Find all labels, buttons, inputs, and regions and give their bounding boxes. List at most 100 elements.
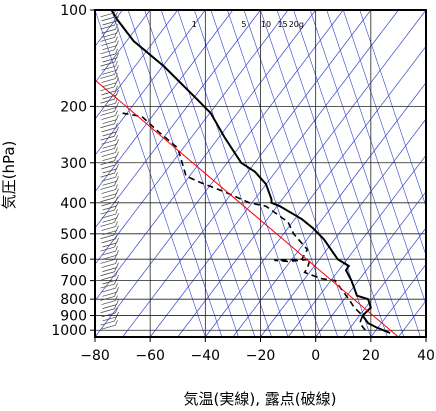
wind-barb bbox=[101, 28, 116, 34]
wind-barb-flag bbox=[116, 213, 119, 219]
isotherm-line bbox=[287, 154, 426, 337]
wind-barb bbox=[102, 230, 117, 235]
isotherm-line bbox=[95, 10, 206, 156]
mixing-ratio-line bbox=[111, 10, 223, 337]
wind-barb bbox=[102, 82, 117, 88]
wind-barb bbox=[100, 234, 115, 240]
wind-barb bbox=[100, 123, 115, 129]
wind-barb-flag bbox=[115, 24, 118, 30]
wind-barb-flag bbox=[114, 291, 117, 297]
wind-barb-flag bbox=[115, 135, 118, 141]
wind-barb-flag bbox=[115, 196, 118, 203]
wind-barb bbox=[100, 148, 115, 153]
wind-barb bbox=[102, 131, 117, 137]
wind-barb-flag bbox=[116, 15, 119, 22]
wind-barb-flag bbox=[114, 204, 117, 211]
x-axis-title: 気温(実線), 露点(破線) bbox=[184, 390, 337, 408]
wind-barb-flag bbox=[114, 180, 117, 186]
wind-barb bbox=[100, 12, 115, 18]
isotherm-line bbox=[425, 336, 426, 337]
isotherm-line bbox=[149, 10, 399, 337]
wind-barb-flag bbox=[116, 89, 119, 96]
wind-barb bbox=[102, 45, 117, 51]
wind-barb-flag bbox=[116, 40, 119, 46]
isotherm-line bbox=[205, 45, 426, 337]
wind-barb bbox=[101, 127, 116, 133]
wind-barb-flag bbox=[115, 73, 118, 79]
temperature-line bbox=[110, 10, 391, 334]
wind-barb-flag bbox=[114, 93, 117, 100]
wind-barb-flag bbox=[116, 250, 119, 256]
wind-barb bbox=[100, 74, 115, 79]
wind-barb bbox=[101, 115, 116, 120]
wind-barb bbox=[100, 98, 115, 104]
wind-barb bbox=[100, 111, 115, 116]
isotherm-line bbox=[95, 10, 344, 337]
y-tick-label: 800 bbox=[60, 292, 87, 308]
wind-barb bbox=[100, 185, 115, 190]
wind-barb bbox=[101, 226, 116, 231]
wind-barb-flag bbox=[115, 147, 118, 153]
wind-barb bbox=[101, 78, 116, 83]
mixing-ratio-line bbox=[359, 10, 426, 208]
wind-barb-flag bbox=[114, 19, 117, 26]
wind-barb-flag bbox=[114, 278, 117, 285]
wind-barb-flag bbox=[114, 44, 117, 50]
y-tick-label: 700 bbox=[60, 274, 87, 290]
wind-barb-flag bbox=[114, 69, 117, 75]
mixing-ratio-line bbox=[227, 10, 339, 337]
mixing-ratio-line bbox=[293, 10, 405, 337]
wind-barb-flag bbox=[115, 246, 118, 252]
isotherm-line bbox=[95, 10, 151, 84]
wind-barb bbox=[102, 304, 117, 309]
y-tick-label: 900 bbox=[60, 309, 87, 325]
isotherm-line bbox=[342, 227, 426, 337]
wind-barb bbox=[102, 267, 117, 272]
wind-barb-flag bbox=[116, 274, 119, 281]
x-tick-label: −80 bbox=[80, 348, 110, 364]
wind-barb-flag bbox=[116, 102, 119, 108]
mixing-ratio-label: 15 bbox=[277, 20, 287, 29]
wind-barb-flag bbox=[116, 151, 119, 157]
mixing-ratio-line bbox=[177, 10, 289, 337]
wind-barb bbox=[100, 37, 115, 42]
wind-barb bbox=[101, 102, 116, 108]
mixing-ratio-label: 5 bbox=[241, 20, 246, 29]
y-tick-label: 500 bbox=[60, 227, 87, 243]
wind-barb-flag bbox=[115, 61, 118, 67]
wind-barb-flag bbox=[114, 118, 117, 124]
wind-barb-flag bbox=[114, 315, 117, 322]
isotherm-line bbox=[95, 10, 234, 193]
wind-barb bbox=[101, 300, 116, 305]
isotherm-lines bbox=[95, 10, 426, 337]
isotherm-line bbox=[95, 10, 261, 229]
wind-barb-flag bbox=[114, 32, 117, 38]
wind-barb bbox=[101, 90, 116, 96]
wind-barb-flag bbox=[115, 283, 118, 289]
x-tick-labels: −80 −60 −40 −20 0 20 40 bbox=[80, 337, 435, 364]
wind-barb bbox=[102, 94, 117, 100]
wind-barb-flag bbox=[115, 172, 118, 178]
wind-barb-flag bbox=[115, 320, 118, 326]
wind-barb bbox=[101, 263, 116, 268]
wind-barb-flag bbox=[116, 28, 119, 34]
wind-barb bbox=[101, 53, 116, 59]
y-axis-title: 気圧(hPa) bbox=[0, 141, 18, 210]
x-tick-label: 0 bbox=[311, 348, 320, 364]
wind-barb-flag bbox=[114, 229, 117, 235]
wind-barb bbox=[100, 24, 115, 30]
wind-barb bbox=[102, 143, 117, 149]
y-tick-label: 1000 bbox=[51, 323, 87, 339]
wind-barb-flag bbox=[116, 262, 119, 268]
wind-barb-flag bbox=[115, 48, 118, 55]
wind-barb-flag bbox=[116, 52, 119, 59]
wind-barb bbox=[100, 283, 115, 289]
wind-barb-flag bbox=[114, 266, 117, 272]
series-lines bbox=[95, 10, 399, 337]
wind-barb bbox=[100, 86, 115, 92]
mixing-ratio-line bbox=[144, 10, 256, 337]
mixing-ratio-label: 10 bbox=[261, 20, 271, 29]
wind-barb-flag bbox=[116, 225, 119, 231]
wind-barb bbox=[100, 320, 115, 326]
wind-barb-flag bbox=[116, 163, 119, 170]
